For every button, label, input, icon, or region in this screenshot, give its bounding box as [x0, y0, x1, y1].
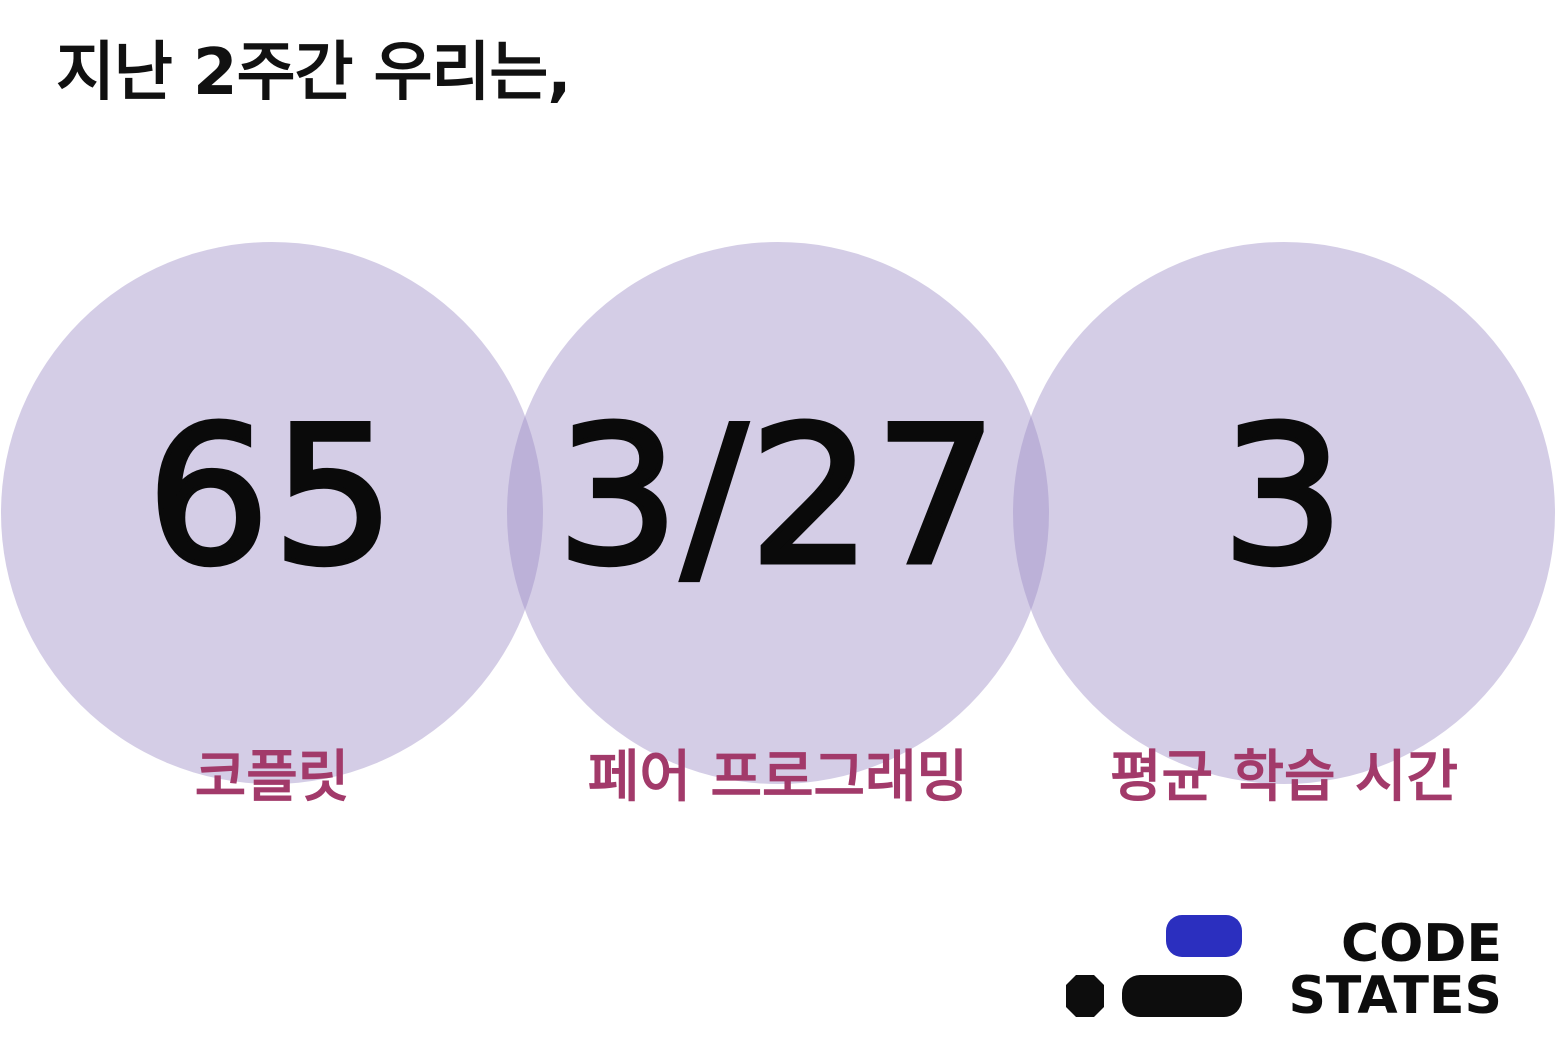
stat-value: 3/27 — [554, 386, 1000, 607]
stat-pair-programming: 3/27 페어 프로그래밍 — [507, 242, 1049, 808]
stat-label: 페어 프로그래밍 — [587, 745, 969, 810]
stat-copilot: 65 코플릿 — [1, 242, 543, 808]
logo-mark-icon — [1066, 915, 1242, 1017]
stat-value: 65 — [144, 386, 398, 607]
stat-circle — [1013, 242, 1555, 784]
stat-label: 평균 학습 시간 — [1109, 745, 1459, 810]
stat-value: 3 — [1219, 386, 1347, 607]
logo-text-states: STATES — [1288, 966, 1502, 1026]
stat-circle — [507, 242, 1049, 784]
page-title: 지난 2주간 우리는, — [56, 36, 572, 110]
logo-text-code: CODE — [1340, 914, 1502, 974]
stat-label: 코플릿 — [194, 745, 350, 810]
code-states-logo: CODE STATES — [1062, 910, 1512, 1030]
stat-average-study-time: 3 평균 학습 시간 — [1013, 242, 1555, 808]
stat-circle — [1, 242, 543, 784]
